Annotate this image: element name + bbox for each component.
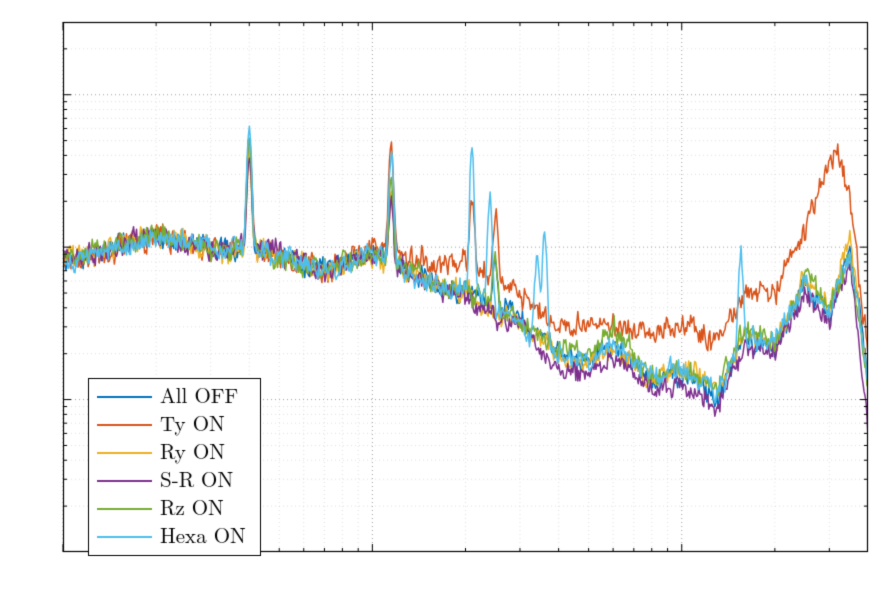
spectrum-chart (0, 0, 888, 594)
chart-canvas (0, 0, 888, 594)
